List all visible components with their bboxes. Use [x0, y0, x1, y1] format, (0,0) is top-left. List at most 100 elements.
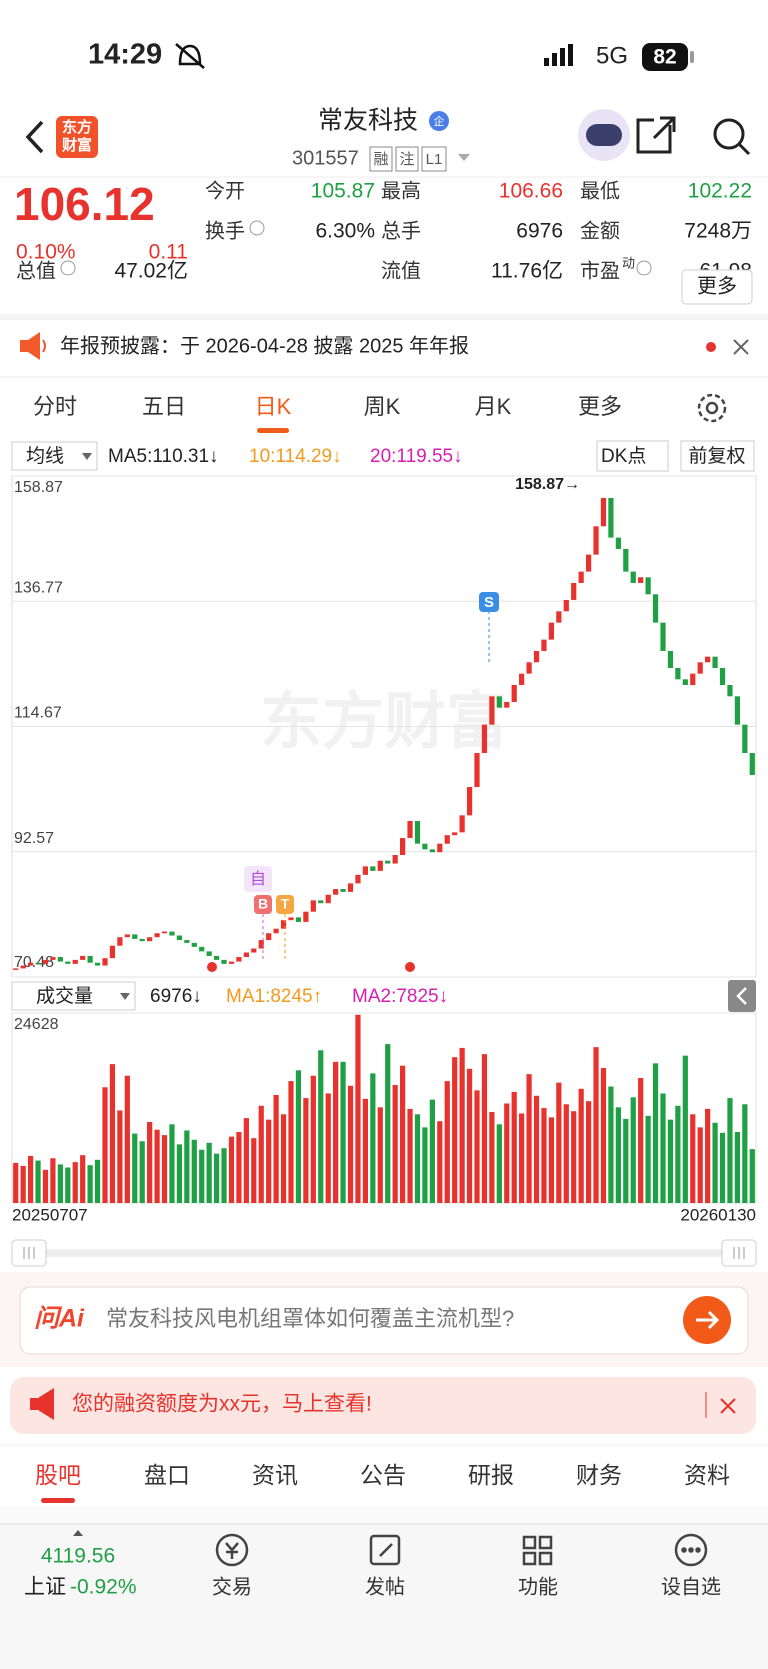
candle [154, 933, 160, 938]
volume-bar [87, 1165, 93, 1203]
volume-bar [652, 1063, 659, 1203]
volume-bar [563, 1104, 569, 1203]
volume-bar [228, 1136, 235, 1203]
candle [652, 594, 659, 623]
candle [638, 577, 644, 583]
field-label: 总手 [381, 219, 421, 242]
chart-tab[interactable]: 周K [364, 394, 401, 419]
chart-tab[interactable]: 五日 [142, 394, 186, 419]
candle [347, 883, 354, 892]
content-tab[interactable]: 资料 [684, 1462, 730, 1488]
nav-item[interactable]: 发帖 [365, 1575, 405, 1598]
info-icon [249, 220, 265, 236]
candle [102, 958, 108, 966]
share-icon[interactable] [636, 116, 676, 154]
ma20: 20:119.55↓ [370, 446, 463, 467]
more-button[interactable] [681, 269, 753, 305]
self-marker-text: 自 [250, 870, 266, 888]
content-tab[interactable]: 公告 [360, 1462, 406, 1488]
candle [94, 962, 101, 966]
volume-ma2: MA2:7825↓ [352, 986, 448, 1007]
buy-marker [254, 895, 272, 914]
tag-box [369, 146, 393, 172]
candle [578, 571, 584, 583]
adjust-button[interactable] [680, 440, 755, 472]
search-icon[interactable] [713, 118, 751, 156]
candle [660, 622, 666, 651]
megaphone-icon [30, 1388, 54, 1420]
index-name: 上证 [24, 1576, 66, 1599]
volume-bar [459, 1047, 465, 1203]
candle [325, 894, 331, 904]
dropdown-icon[interactable] [458, 154, 470, 161]
notice-text[interactable]: 年报预披露：于 2026-04-28 披露 2025 年年报 [60, 334, 469, 357]
settings-icon[interactable] [697, 393, 727, 423]
chart-tab[interactable]: 分时 [33, 394, 77, 419]
volume-bar [422, 1127, 428, 1203]
volume-bar [749, 1149, 755, 1203]
volume-bar [102, 1087, 108, 1203]
network: 5G [596, 42, 628, 69]
chart-tab[interactable]: 更多 [578, 394, 622, 419]
divider [0, 314, 768, 320]
volume-bar [675, 1105, 681, 1203]
volume-bar [571, 1111, 577, 1203]
event-dot [207, 962, 217, 972]
volume-bar [132, 1133, 138, 1203]
volume-bar [705, 1108, 711, 1203]
volume-bar [35, 1160, 41, 1203]
volume-bar [474, 1090, 480, 1203]
nav-item[interactable]: 交易 [212, 1575, 252, 1598]
close-notice[interactable] [733, 339, 749, 355]
content-tab[interactable]: 研报 [468, 1462, 514, 1488]
handle-grip [23, 1247, 745, 1259]
ma-selector-text: 均线 [26, 445, 64, 467]
arrow-icon [696, 1310, 720, 1330]
candle [667, 650, 674, 668]
collapse-button[interactable] [728, 980, 756, 1012]
candle [623, 548, 629, 572]
ma-selector[interactable] [11, 441, 98, 471]
candle [213, 955, 220, 960]
chart-tab[interactable]: 日K [255, 394, 292, 419]
volume-bar [414, 1114, 421, 1203]
y-tick-label: 114.67 [14, 705, 62, 722]
t-marker [276, 895, 294, 914]
end-date: 20260130 [680, 1205, 756, 1224]
banner[interactable] [10, 1377, 756, 1434]
volume-bar [593, 1047, 599, 1203]
max-label: 158.87→ [515, 476, 580, 493]
tag-box [421, 146, 447, 172]
volume-bar [303, 1098, 309, 1203]
content-tab[interactable]: 资讯 [252, 1462, 298, 1488]
dropdown-icon [82, 453, 92, 460]
scroll-track [14, 1249, 754, 1257]
candle [228, 961, 235, 964]
candle [251, 948, 257, 953]
candle [399, 838, 406, 856]
candle [50, 957, 56, 960]
volume-bar [57, 1164, 63, 1203]
dk-button[interactable] [596, 440, 669, 472]
content-tab[interactable]: 财务 [576, 1462, 622, 1488]
candle [87, 955, 93, 963]
nav-item[interactable]: 功能 [518, 1575, 558, 1598]
candle [42, 959, 49, 964]
candle [392, 855, 398, 864]
chart-tab[interactable]: 月K [475, 394, 512, 419]
volume-bar [65, 1167, 71, 1203]
back-button[interactable] [25, 120, 44, 154]
candle [191, 942, 197, 947]
candle [466, 787, 473, 816]
banner-close[interactable] [720, 1398, 736, 1414]
volume-bar [556, 1082, 562, 1203]
indicator-name: 成交量 [36, 985, 93, 1007]
volume-bar [80, 1155, 86, 1203]
index-value[interactable]: 4119.56 [41, 1545, 115, 1568]
nav-item[interactable]: 设自选 [661, 1575, 721, 1598]
indicator-selector[interactable] [11, 981, 136, 1011]
content-tab[interactable]: 盘口 [144, 1462, 190, 1488]
content-tab[interactable]: 股吧 [35, 1462, 81, 1488]
ai-box[interactable] [19, 1286, 749, 1355]
candle [474, 752, 480, 788]
